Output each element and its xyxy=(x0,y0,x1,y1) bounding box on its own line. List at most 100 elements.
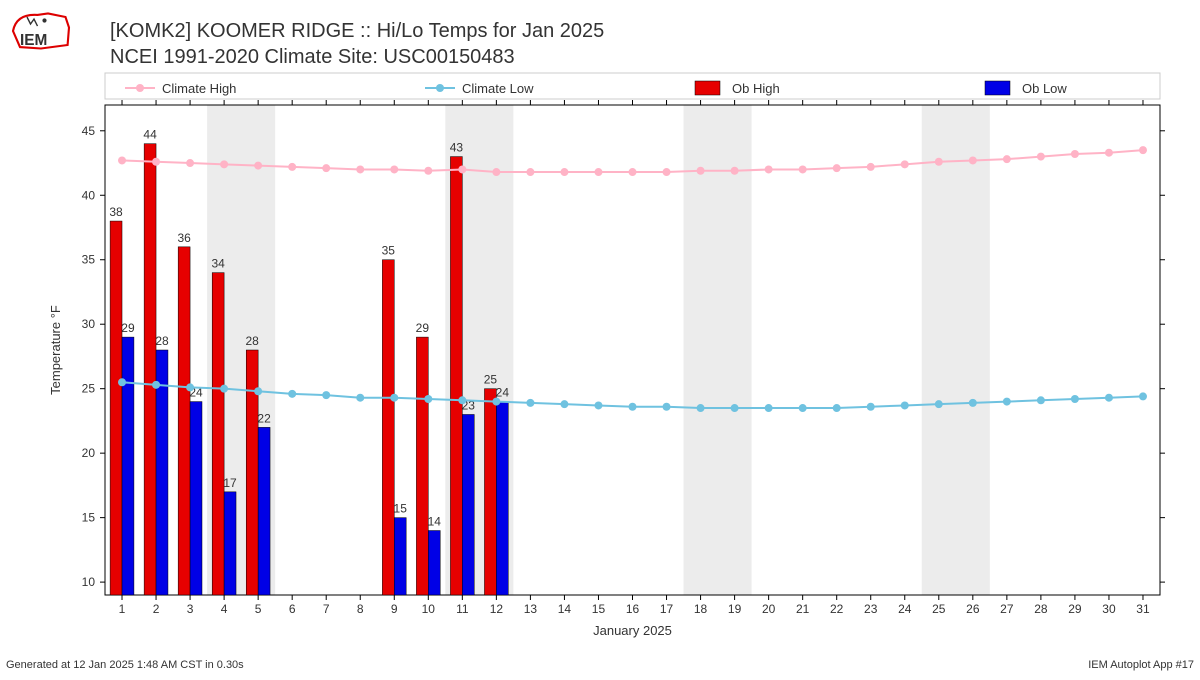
y-tick-label: 45 xyxy=(82,124,96,138)
y-tick-label: 20 xyxy=(82,446,96,460)
climate-high-marker xyxy=(969,156,977,164)
ob-low-bar xyxy=(496,402,508,595)
climate-low-marker xyxy=(731,404,739,412)
title-line-2: NCEI 1991-2020 Climate Site: USC00150483 xyxy=(110,44,604,70)
x-axis-label: January 2025 xyxy=(593,623,672,638)
legend-swatch xyxy=(985,81,1010,95)
x-tick-label: 12 xyxy=(490,602,504,616)
ob-low-bar xyxy=(224,492,236,595)
x-tick-label: 26 xyxy=(966,602,980,616)
x-tick-label: 27 xyxy=(1000,602,1014,616)
climate-low-marker xyxy=(901,401,909,409)
ob-high-bar xyxy=(484,389,496,595)
climate-low-marker xyxy=(356,394,364,402)
x-tick-label: 22 xyxy=(830,602,844,616)
ob-high-bar xyxy=(382,260,394,595)
x-tick-label: 7 xyxy=(323,602,330,616)
legend-label: Ob High xyxy=(732,81,780,96)
ob-high-bar xyxy=(450,157,462,595)
climate-high-marker xyxy=(1139,146,1147,154)
weekend-band xyxy=(684,105,752,595)
legend-marker xyxy=(436,84,444,92)
ob-high-bar xyxy=(144,144,156,595)
y-tick-label: 30 xyxy=(82,317,96,331)
climate-high-marker xyxy=(765,165,773,173)
legend-swatch xyxy=(695,81,720,95)
climate-low-marker xyxy=(629,403,637,411)
climate-low-marker xyxy=(220,385,228,393)
ob-high-bar xyxy=(212,273,224,595)
climate-high-marker xyxy=(390,165,398,173)
climate-high-marker xyxy=(492,168,500,176)
climate-high-marker xyxy=(833,164,841,172)
x-tick-label: 1 xyxy=(119,602,126,616)
climate-high-marker xyxy=(424,167,432,175)
x-tick-label: 10 xyxy=(422,602,436,616)
y-tick-label: 25 xyxy=(82,382,96,396)
climate-low-marker xyxy=(492,398,500,406)
climate-high-marker xyxy=(901,160,909,168)
x-tick-label: 24 xyxy=(898,602,912,616)
x-tick-label: 15 xyxy=(592,602,606,616)
climate-low-marker xyxy=(1071,395,1079,403)
ob-low-label: 29 xyxy=(121,321,135,335)
ob-low-label: 15 xyxy=(394,502,408,516)
ob-high-label: 36 xyxy=(177,231,191,245)
x-tick-label: 3 xyxy=(187,602,194,616)
x-tick-label: 21 xyxy=(796,602,810,616)
climate-low-marker xyxy=(867,403,875,411)
climate-high-marker xyxy=(526,168,534,176)
climate-low-marker xyxy=(458,396,466,404)
ob-high-label: 34 xyxy=(211,257,225,271)
climate-high-marker xyxy=(254,162,262,170)
legend-marker xyxy=(136,84,144,92)
plot-svg: 1015202530354045123456789101112131415161… xyxy=(0,0,1200,675)
climate-low-marker xyxy=(1139,392,1147,400)
climate-low-marker xyxy=(1003,398,1011,406)
ob-low-bar xyxy=(394,518,406,595)
x-tick-label: 23 xyxy=(864,602,878,616)
climate-high-marker xyxy=(118,156,126,164)
climate-low-marker xyxy=(118,378,126,386)
weekend-band xyxy=(922,105,990,595)
ob-high-bar xyxy=(178,247,190,595)
climate-high-marker xyxy=(629,168,637,176)
climate-high-marker xyxy=(867,163,875,171)
chart-container: IEM [KOMK2] KOOMER RIDGE :: Hi/Lo Temps … xyxy=(0,0,1200,675)
y-tick-label: 40 xyxy=(82,188,96,202)
x-tick-label: 5 xyxy=(255,602,262,616)
x-tick-label: 20 xyxy=(762,602,776,616)
climate-low-marker xyxy=(390,394,398,402)
x-tick-label: 29 xyxy=(1068,602,1082,616)
climate-high-marker xyxy=(663,168,671,176)
climate-high-marker xyxy=(560,168,568,176)
climate-low-marker xyxy=(594,401,602,409)
x-tick-label: 2 xyxy=(153,602,160,616)
climate-low-marker xyxy=(765,404,773,412)
x-tick-label: 8 xyxy=(357,602,364,616)
iem-logo: IEM xyxy=(6,6,76,56)
chart-title: [KOMK2] KOOMER RIDGE :: Hi/Lo Temps for … xyxy=(110,18,604,70)
climate-low-marker xyxy=(1037,396,1045,404)
climate-low-marker xyxy=(799,404,807,412)
x-tick-label: 18 xyxy=(694,602,708,616)
climate-high-marker xyxy=(288,163,296,171)
climate-high-marker xyxy=(731,167,739,175)
x-tick-label: 28 xyxy=(1034,602,1048,616)
legend-label: Climate Low xyxy=(462,81,534,96)
climate-high-marker xyxy=(220,160,228,168)
ob-high-bar xyxy=(110,221,122,595)
ob-low-bar xyxy=(258,427,270,595)
climate-low-marker xyxy=(1105,394,1113,402)
x-tick-label: 13 xyxy=(524,602,538,616)
climate-low-marker xyxy=(254,387,262,395)
y-tick-label: 35 xyxy=(82,253,96,267)
climate-low-marker xyxy=(935,400,943,408)
x-tick-label: 14 xyxy=(558,602,572,616)
climate-low-marker xyxy=(186,383,194,391)
footer-right: IEM Autoplot App #17 xyxy=(1088,659,1194,671)
svg-text:IEM: IEM xyxy=(20,32,47,49)
climate-low-marker xyxy=(424,395,432,403)
climate-low-marker xyxy=(560,400,568,408)
climate-high-marker xyxy=(1105,149,1113,157)
